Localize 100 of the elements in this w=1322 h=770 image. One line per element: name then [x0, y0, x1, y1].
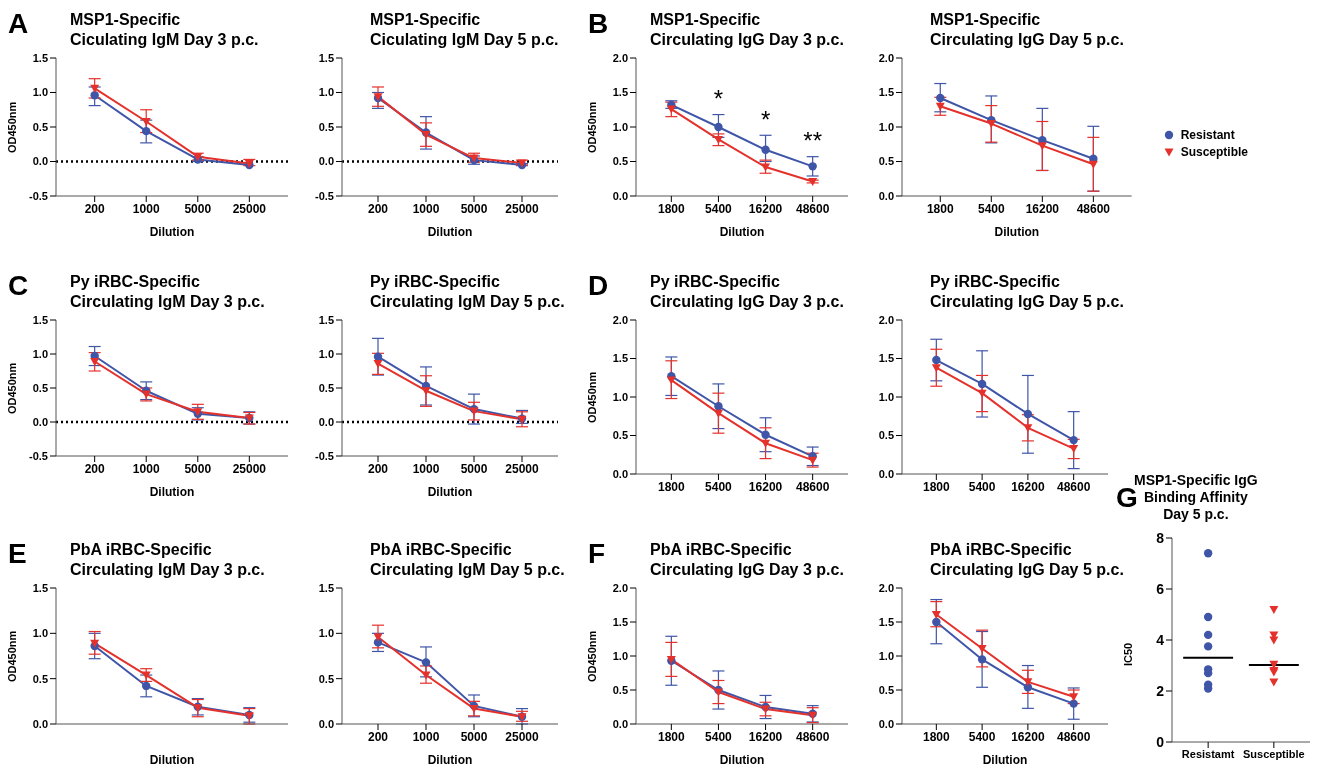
- x-tick-label: 48600: [795, 479, 830, 494]
- y-tick-label: 1.0: [32, 627, 48, 640]
- x-tick-label: 5000: [184, 461, 212, 476]
- x-tick-label: 5000: [184, 201, 212, 216]
- x-tick-label: 5400: [977, 201, 1005, 216]
- y-tick-label: 0.5: [878, 155, 894, 168]
- x-axis-title: Dilution: [427, 753, 473, 767]
- y-tick-label: 1.0: [612, 390, 628, 403]
- y-tick-label: 0.5: [318, 672, 334, 685]
- y-tick-label: 2.0: [612, 313, 628, 326]
- x-tick-label: 1800: [922, 479, 950, 494]
- chart-title: Py iRBC-Specific Circulating IgM Day 5 p.c.: [370, 272, 565, 312]
- x-tick-label: 200: [84, 461, 105, 476]
- y-tick-label: 0.5: [32, 381, 48, 394]
- chart-title: MSP1-Specific Circulating IgG Day 3 p.c.: [650, 10, 844, 50]
- x-axis-title: Dilution: [149, 485, 195, 499]
- x-tick-label: Resistamt: [1181, 747, 1235, 760]
- y-tick-label: 0.5: [318, 381, 334, 394]
- x-axis-title: Dilution: [149, 225, 195, 239]
- y-tick-label: 1.0: [612, 649, 628, 662]
- y-tick-label: 0.0: [32, 155, 48, 168]
- y-tick-label: 0.5: [612, 155, 628, 168]
- y-tick-label: 1.0: [318, 347, 334, 360]
- text: F: [588, 538, 606, 570]
- y-tick-label: 0.5: [318, 120, 334, 133]
- y-tick-label: 0.5: [612, 429, 628, 442]
- x-tick-label: 1000: [412, 461, 440, 476]
- y-tick-label: 1.0: [318, 627, 334, 640]
- text: D: [588, 270, 609, 302]
- x-tick-label: 1000: [412, 729, 440, 744]
- y-tick-label: 1.5: [318, 51, 334, 64]
- y-tick-label: 2.0: [878, 51, 894, 64]
- y-axis-title: OD450nm: [585, 630, 598, 682]
- text: A: [8, 8, 29, 40]
- x-tick-label: 1800: [922, 729, 950, 744]
- y-tick-label: 0.0: [878, 467, 894, 480]
- x-tick-label: 1800: [657, 479, 685, 494]
- x-tick-label: 1000: [132, 201, 160, 216]
- text: B: [588, 8, 609, 40]
- x-axis-title: Dilution: [994, 225, 1040, 239]
- x-tick-label: 16200: [1011, 729, 1045, 744]
- y-tick-label: 0.0: [878, 717, 894, 730]
- x-tick-label: 5400: [705, 201, 733, 216]
- x-tick-label: 25000: [505, 201, 540, 216]
- x-tick-label: 1800: [657, 201, 685, 216]
- x-tick-label: 1800: [926, 201, 954, 216]
- chart-title: Py iRBC-Specific Circulating IgG Day 5 p.c.: [930, 272, 1124, 312]
- x-tick-label: 5400: [705, 729, 733, 744]
- y-tick-label: 0.0: [318, 415, 334, 428]
- y-tick-label: 0.5: [612, 683, 628, 696]
- x-tick-label: 25000: [232, 461, 267, 476]
- y-tick-label: 1.5: [612, 352, 628, 365]
- chart-title: Py iRBC-Specific Circulating IgG Day 3 p.c.: [650, 272, 844, 312]
- y-tick-label: 0.0: [878, 189, 894, 202]
- x-tick-label: 1000: [412, 201, 440, 216]
- x-tick-label: 48600: [795, 201, 830, 216]
- text: C: [8, 270, 29, 302]
- chart-title: PbA iRBC-Specific Circulating IgM Day 3 p.c.: [70, 540, 265, 580]
- y-axis-title: OD450nm: [5, 362, 18, 414]
- x-tick-label: 200: [367, 729, 389, 744]
- y-tick-label: 1.5: [878, 86, 894, 99]
- x-tick-label: 16200: [748, 729, 783, 744]
- y-tick-label: 1.0: [612, 120, 628, 133]
- legend-label: Resistant: [1180, 128, 1235, 142]
- x-tick-label: 5400: [968, 729, 996, 744]
- y-tick-label: 1.0: [318, 86, 334, 99]
- y-axis-title: OD450nm: [5, 630, 18, 682]
- x-tick-label: 16200: [748, 479, 783, 494]
- y-tick-label: 0.0: [612, 467, 628, 480]
- y-tick-label: -0.5: [29, 189, 48, 202]
- y-tick-label: 1.5: [612, 86, 628, 99]
- x-tick-label: 48600: [1056, 729, 1091, 744]
- y-tick-label: 2.0: [612, 51, 628, 64]
- x-tick-label: 5400: [705, 479, 733, 494]
- annotation: *: [713, 85, 724, 113]
- x-tick-label: 5000: [460, 201, 488, 216]
- y-tick-label: 1.0: [878, 649, 894, 662]
- x-tick-label: 16200: [748, 201, 783, 216]
- x-tick-label: 16200: [1011, 479, 1045, 494]
- y-axis-title: OD450nm: [585, 101, 598, 153]
- x-tick-label: 48600: [1056, 479, 1091, 494]
- y-tick-label: 4: [1156, 631, 1165, 648]
- y-tick-label: 2.0: [612, 581, 628, 594]
- y-tick-label: 0.0: [612, 189, 628, 202]
- chart-title: PbA iRBC-Specific Circulating IgG Day 3 p.c.: [650, 540, 844, 580]
- y-tick-label: 0.0: [318, 155, 334, 168]
- text: E: [8, 538, 27, 570]
- chart-title: MSP1-Specific Circulating IgG Day 5 p.c.: [930, 10, 1124, 50]
- y-tick-label: 1.0: [32, 86, 48, 99]
- y-tick-label: -0.5: [315, 449, 334, 462]
- y-tick-label: 0.5: [878, 683, 894, 696]
- x-axis-title: Dilution: [149, 753, 195, 767]
- y-tick-label: 0.5: [878, 429, 894, 442]
- x-tick-label: 48600: [795, 729, 830, 744]
- x-tick-label: 200: [367, 461, 389, 476]
- chart-title: PbA iRBC-Specific Circulating IgM Day 5 p.c.: [370, 540, 565, 580]
- x-tick-label: 25000: [505, 729, 540, 744]
- y-tick-label: 8: [1156, 529, 1165, 546]
- y-tick-label: 1.5: [32, 313, 48, 326]
- x-tick-label: 200: [367, 201, 389, 216]
